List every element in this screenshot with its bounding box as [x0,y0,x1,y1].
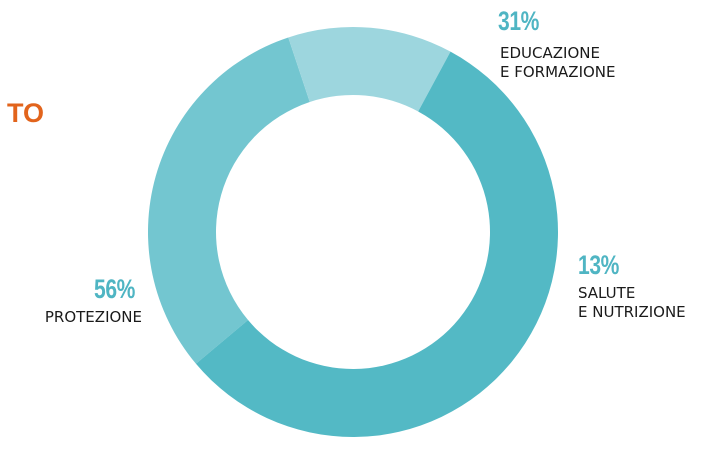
slice-label-protezione: PROTEZIONE [20,308,142,327]
slice-label-salute: SALUTE E NUTRIZIONE [578,284,686,322]
chart-title-fragment: TO [6,100,44,127]
donut-slice-educazione [147,37,310,364]
slice-percent-educazione: 31% [498,6,539,36]
slice-label-salute-line1: SALUTE [578,284,636,302]
donut-slice-protezione [195,51,559,438]
slice-label-educazione-line2: E FORMAZIONE [500,63,616,81]
donut-slice-salute [288,27,451,112]
slice-label-educazione-line1: EDUCAZIONE [500,44,600,62]
slice-label-salute-line2: E NUTRIZIONE [578,303,686,321]
slice-percent-salute: 13% [578,250,619,280]
slice-percent-protezione: 56% [94,274,135,304]
slice-label-educazione: EDUCAZIONE E FORMAZIONE [500,44,616,82]
slice-label-protezione-line1: PROTEZIONE [44,308,142,326]
